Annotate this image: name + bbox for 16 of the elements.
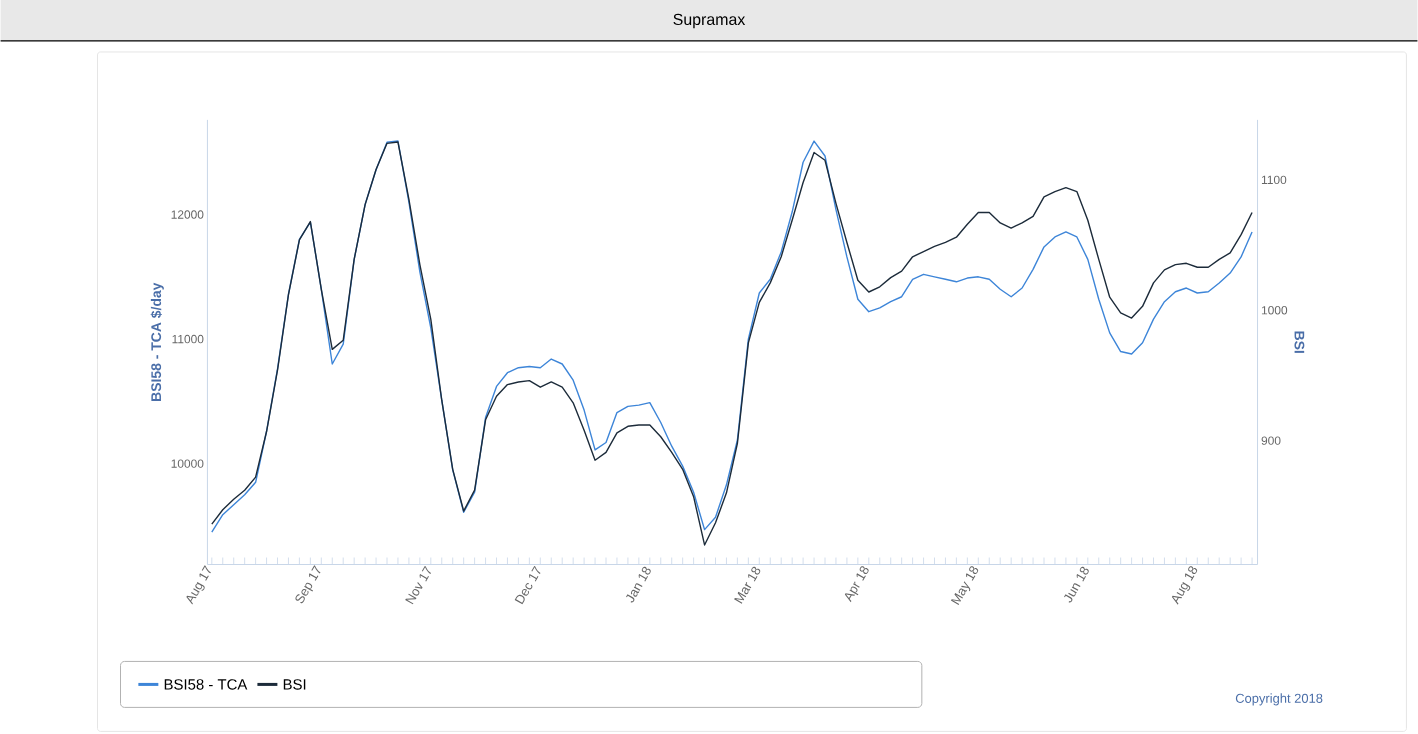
x-tick-label: Apr 18	[844, 565, 869, 602]
y2-tick-label: 900	[1261, 436, 1281, 445]
y2-tick-label: 1100	[1261, 175, 1287, 184]
y-tick-label: 10000	[171, 459, 204, 468]
legend-label: BSI	[283, 678, 306, 690]
text: Copyright 2018	[1235, 693, 1323, 706]
x-tick-label: Dec 17	[514, 565, 541, 605]
y2-axis-title: BSI	[1294, 331, 1305, 353]
y-axis-title: BSI58 - TCA $/day	[150, 282, 164, 401]
chart-title: Supramax	[673, 13, 746, 28]
x-tick-label: Jan 18	[626, 566, 651, 603]
y-tick-label: 11000	[172, 334, 204, 344]
legend-label: BSI58 - TCA	[164, 678, 248, 690]
x-tick-label: Jun 18	[1064, 566, 1089, 603]
y2-tick-label: 1000	[1261, 305, 1288, 315]
y-tick-label: 12000	[171, 210, 204, 219]
